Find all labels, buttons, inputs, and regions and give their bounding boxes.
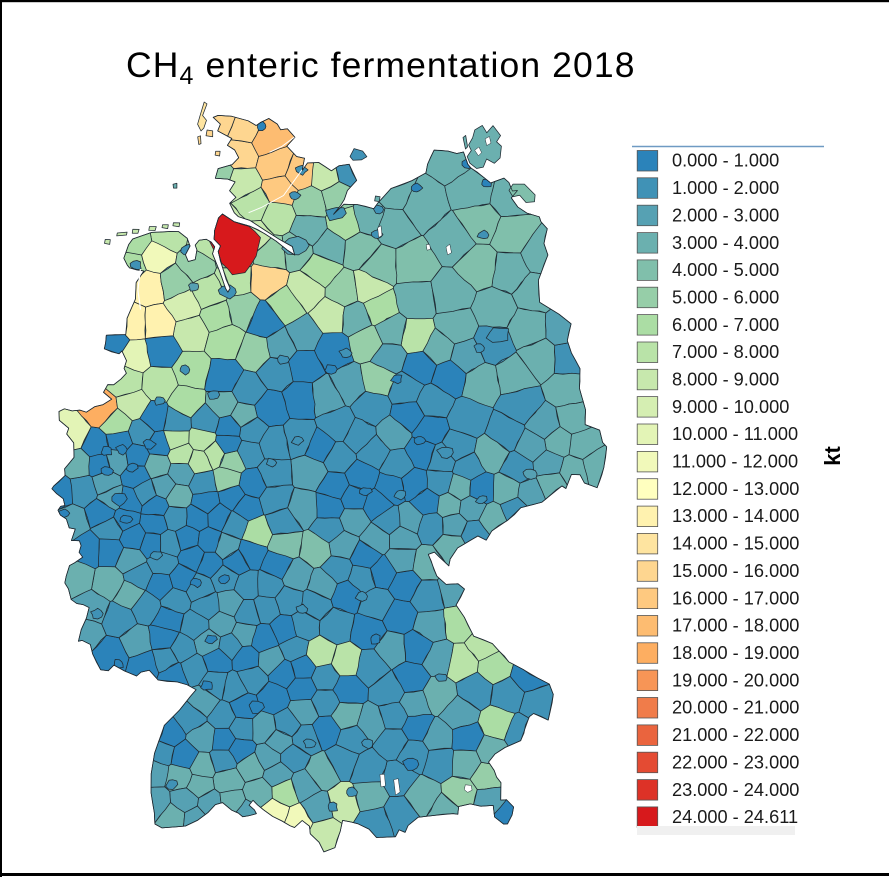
svg-text:16.000 - 17.000: 16.000 - 17.000 <box>672 588 799 608</box>
svg-text:11.000 - 12.000: 11.000 - 12.000 <box>672 452 798 472</box>
svg-text:1.000 - 2.000: 1.000 - 2.000 <box>672 178 779 198</box>
svg-text:4.000 - 5.000: 4.000 - 5.000 <box>672 260 779 280</box>
svg-text:8.000 - 9.000: 8.000 - 9.000 <box>672 370 779 390</box>
svg-text:21.000 - 22.000: 21.000 - 22.000 <box>672 725 799 745</box>
svg-text:23.000 - 24.000: 23.000 - 24.000 <box>672 780 799 800</box>
svg-text:2.000 - 3.000: 2.000 - 3.000 <box>672 205 779 225</box>
svg-text:CH4 enteric fermentation 2018: CH4 enteric fermentation 2018 <box>126 45 636 90</box>
svg-text:19.000 - 20.000: 19.000 - 20.000 <box>672 670 799 690</box>
svg-text:20.000 - 21.000: 20.000 - 21.000 <box>672 698 799 718</box>
svg-text:14.000 - 15.000: 14.000 - 15.000 <box>672 534 799 554</box>
svg-text:17.000 - 18.000: 17.000 - 18.000 <box>672 616 799 636</box>
svg-text:3.000 - 4.000: 3.000 - 4.000 <box>672 233 779 253</box>
svg-text:22.000 - 23.000: 22.000 - 23.000 <box>672 752 799 772</box>
svg-text:18.000 - 19.000: 18.000 - 19.000 <box>672 643 799 663</box>
svg-text:24.000 - 24.611: 24.000 - 24.611 <box>672 807 798 827</box>
svg-text:6.000 - 7.000: 6.000 - 7.000 <box>672 315 779 335</box>
svg-text:5.000 - 6.000: 5.000 - 6.000 <box>672 287 779 307</box>
svg-text:kt: kt <box>820 446 845 466</box>
svg-text:13.000 - 14.000: 13.000 - 14.000 <box>672 506 799 526</box>
svg-text:10.000 - 11.000: 10.000 - 11.000 <box>672 424 798 444</box>
svg-text:12.000 - 13.000: 12.000 - 13.000 <box>672 479 799 499</box>
svg-text:9.000 - 10.000: 9.000 - 10.000 <box>672 397 789 417</box>
svg-text:15.000 - 16.000: 15.000 - 16.000 <box>672 561 799 581</box>
svg-text:7.000 - 8.000: 7.000 - 8.000 <box>672 342 779 362</box>
svg-text:0.000 - 1.000: 0.000 - 1.000 <box>672 151 779 171</box>
